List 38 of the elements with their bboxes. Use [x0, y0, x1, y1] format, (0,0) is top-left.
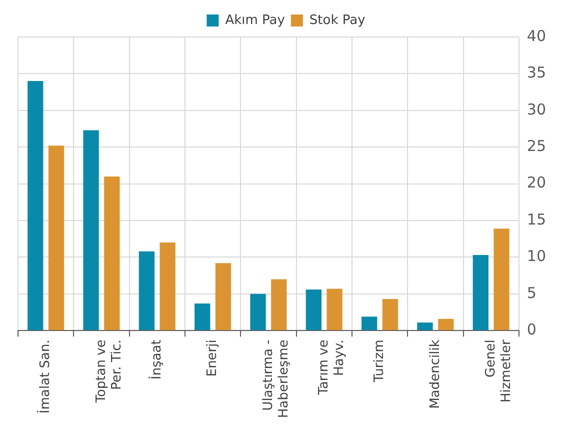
- y-tick-label: 0: [526, 320, 536, 339]
- y-tick-label: 10: [526, 247, 546, 266]
- x-tick-label: Tarım ve Hayv.: [316, 340, 348, 396]
- bar: [138, 251, 155, 330]
- bar: [28, 81, 44, 330]
- x-tick-label: Madencilik: [428, 339, 443, 409]
- bar: [48, 146, 64, 330]
- bar: [160, 242, 176, 330]
- y-tick-label: 20: [526, 174, 546, 192]
- bar: [494, 228, 510, 330]
- x-tick-label: Genel Hizmetler: [483, 338, 514, 403]
- bar: [438, 318, 454, 330]
- y-tick-label: 30: [526, 100, 546, 118]
- bar: [382, 299, 398, 330]
- y-tick-label: 25: [526, 137, 546, 155]
- bar: [83, 130, 99, 330]
- bar: [326, 288, 342, 330]
- x-tick-label: Turizm: [372, 340, 388, 384]
- bar: [362, 316, 378, 330]
- y-tick-label: 35: [526, 64, 546, 82]
- x-tick-label: Ulaştırma - Haberleşme: [260, 339, 292, 418]
- bar: [417, 322, 433, 330]
- x-tick-label: İmalat San.: [37, 340, 54, 414]
- legend-label: Akım Pay: [225, 12, 286, 28]
- bar: [306, 290, 322, 330]
- bar: [104, 176, 120, 330]
- bar: [250, 294, 266, 330]
- bar: [215, 263, 232, 330]
- bar: [271, 279, 287, 330]
- y-tick-label: 15: [526, 210, 546, 228]
- x-tick-label: İnşaat: [148, 340, 165, 380]
- legend-label: Stok Pay: [309, 12, 366, 28]
- x-tick-label: Enerji: [205, 340, 220, 377]
- y-tick-label: 5: [526, 284, 536, 302]
- x-tick-label: Toptan ve Per. Tic.: [94, 340, 124, 404]
- y-tick-label: 40: [526, 26, 546, 45]
- bar: [472, 255, 488, 330]
- bar: [194, 303, 210, 330]
